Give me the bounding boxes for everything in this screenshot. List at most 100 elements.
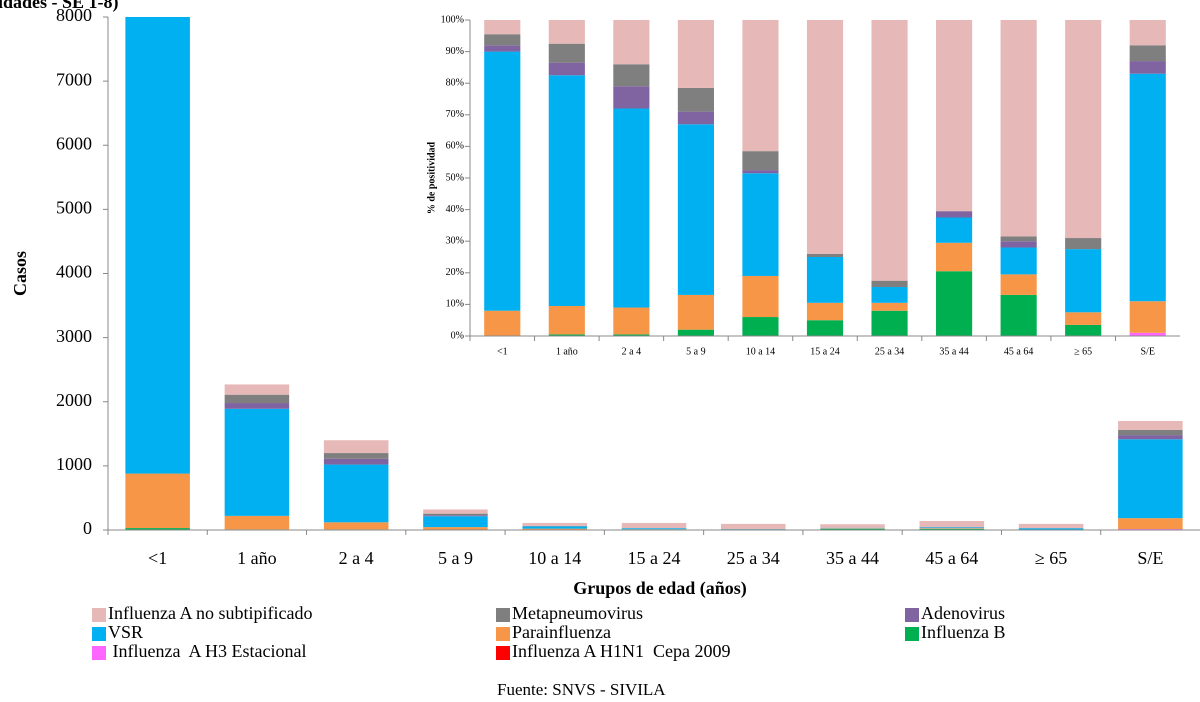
x-tick-label: 5 a 9 (686, 346, 705, 357)
legend-label: Parainfluenza (512, 622, 611, 642)
legend-swatch (496, 646, 510, 660)
x-tick-label: S/E (1141, 346, 1155, 357)
bar-segment (1129, 301, 1166, 333)
bar-segment (1018, 523, 1084, 529)
bar-segment (1065, 324, 1102, 336)
bar-segment (522, 528, 587, 530)
x-tick-label: 2 a 4 (622, 346, 641, 357)
x-tick-label: 5 a 9 (438, 548, 473, 568)
bar-segment (423, 513, 488, 516)
x-tick-label: S/E (1137, 548, 1163, 568)
legend-label: Adenovirus (921, 603, 1005, 623)
bar-segment (548, 334, 585, 336)
bar-segment (1000, 247, 1037, 275)
x-tick-label: ≥ 65 (1035, 548, 1067, 568)
bar-segment (323, 464, 389, 523)
bar-segment (423, 509, 488, 514)
bar-segment (936, 20, 973, 212)
bar-segment (1129, 332, 1166, 336)
x-tick-label: 45 a 64 (1004, 346, 1033, 357)
bar-segment (125, 473, 190, 529)
bar-segment (871, 302, 908, 311)
bar-segment (936, 217, 973, 243)
y-tick-label: 1000 (56, 454, 92, 474)
bar-segment (742, 151, 779, 171)
y-tick-label: 4000 (56, 262, 92, 282)
x-tick-label: 45 a 64 (925, 548, 978, 568)
bar-segment (820, 524, 885, 528)
bar-segment (613, 334, 650, 336)
bar-segment (484, 20, 521, 35)
bar-segment (1000, 236, 1037, 242)
bar-segment (806, 20, 844, 254)
x-tick-label: 25 a 34 (875, 346, 904, 357)
bar-segment (871, 280, 908, 288)
x-tick-label: 35 a 44 (939, 346, 968, 357)
bar-segment (1118, 518, 1183, 530)
legend-swatch (905, 608, 919, 622)
bar-segment (522, 522, 587, 526)
y-axis-title: % de positividad (426, 141, 437, 214)
bar-segment (936, 271, 973, 336)
y-tick-label: 0% (451, 330, 464, 341)
legend-swatch (92, 608, 106, 622)
bar-segment (323, 440, 389, 454)
bar-segment (323, 458, 389, 465)
x-tick-label: <1 (497, 346, 508, 357)
bar-segment (224, 384, 290, 395)
bar-segment (224, 515, 290, 530)
bar-segment (613, 307, 650, 335)
bar-segment (677, 20, 714, 88)
x-tick-label: 10 a 14 (746, 346, 775, 357)
bar-segment (621, 522, 687, 529)
bar-segment (1065, 312, 1102, 325)
y-tick-label: 70% (446, 109, 464, 120)
bar-segment (742, 317, 779, 336)
bar-segment (820, 528, 885, 529)
x-tick-label: <1 (148, 548, 167, 568)
bar-segment (423, 527, 488, 530)
bar-segment (806, 253, 844, 257)
legend-label: VSR (108, 622, 143, 642)
bar-segment (125, 528, 190, 530)
y-tick-label: 0 (83, 518, 92, 538)
bar-segment (1065, 249, 1102, 313)
bar-segment (423, 515, 488, 517)
legend-swatch (496, 608, 510, 622)
source: Fuente: SNVS - SIVILA (497, 680, 666, 699)
bar-segment (742, 173, 779, 276)
bar-segment (1118, 420, 1183, 430)
x-tick-label: 2 a 4 (339, 548, 374, 568)
bar-segment (548, 305, 585, 335)
bar-segment (677, 124, 714, 295)
bar-segment (677, 294, 714, 330)
bar-segment (1065, 20, 1102, 239)
x-tick-label: 35 a 44 (826, 548, 879, 568)
bar-segment (1000, 274, 1037, 295)
y-tick-label: 8000 (56, 5, 92, 25)
y-tick-label: 90% (446, 46, 464, 57)
legend-swatch (92, 646, 106, 660)
bar-segment (323, 522, 389, 530)
x-tick-label: 25 a 34 (727, 548, 780, 568)
y-tick-label: 100% (441, 14, 464, 25)
bar-segment (423, 516, 488, 528)
bar-segment (1129, 45, 1166, 62)
bar-segment (224, 408, 290, 516)
y-tick-label: 80% (446, 77, 464, 88)
bar-segment (323, 453, 389, 459)
bar-segment (806, 320, 844, 336)
bar-segment (677, 87, 714, 112)
y-tick-label: 2000 (56, 390, 92, 410)
bar-segment (677, 329, 714, 336)
bar-segment (1129, 61, 1166, 74)
legend-swatch (92, 627, 106, 641)
bar-segment (548, 62, 585, 76)
bar-segment (742, 275, 779, 318)
x-axis-title: Grupos de edad (años) (573, 578, 747, 599)
bar-segment (484, 34, 521, 46)
bar-segment (613, 108, 650, 308)
y-tick-label: 10% (446, 299, 464, 310)
bars (125, 17, 1183, 530)
